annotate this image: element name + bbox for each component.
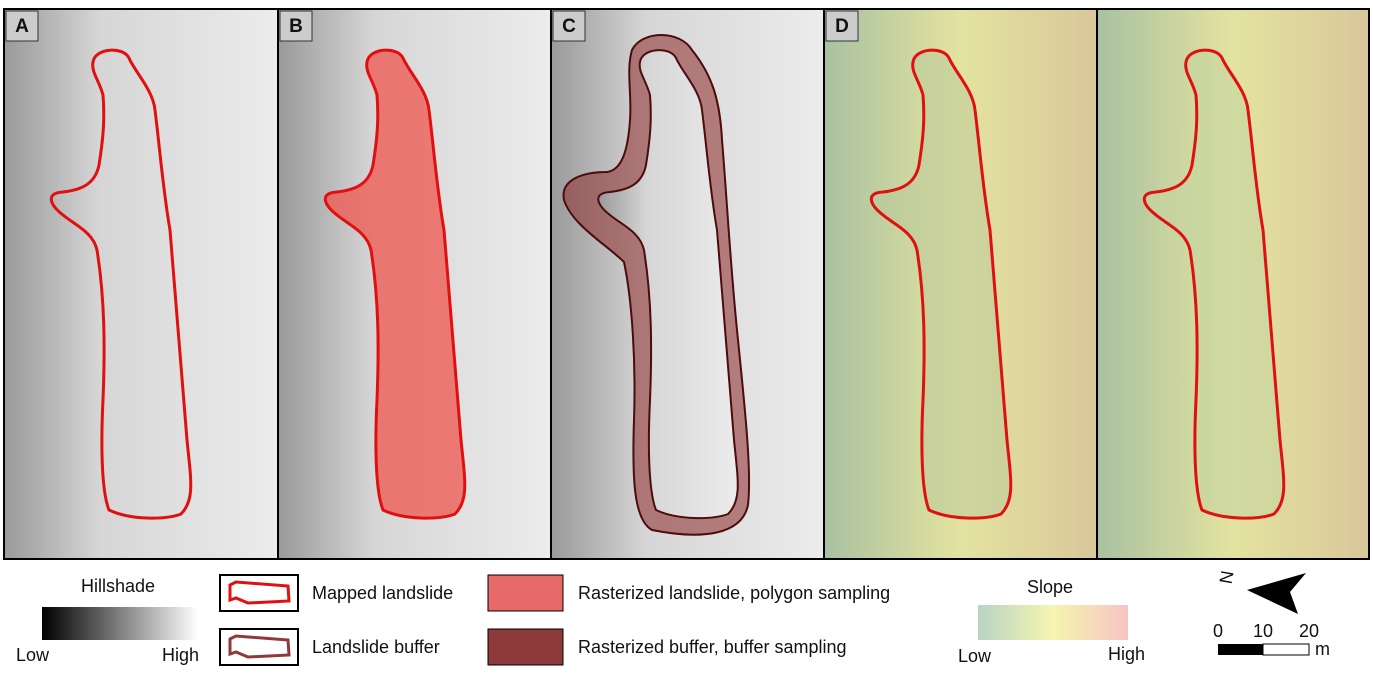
- north-label: N: [1215, 569, 1237, 585]
- legend-title: Slope: [1027, 577, 1073, 597]
- legend-low: Low: [958, 646, 992, 666]
- panel-c: C: [552, 10, 823, 558]
- scale-unit: m: [1315, 639, 1330, 659]
- scale-bar: [1263, 644, 1309, 655]
- legend-text: Mapped landslide: [312, 583, 453, 603]
- panel-label: D: [835, 16, 849, 37]
- legend-text: Rasterized buffer, buffer sampling: [578, 637, 847, 657]
- legend-swatch: [488, 629, 563, 665]
- legend: Hillshade Low High Mapped landslide Land…: [16, 569, 1330, 666]
- hillshade-ramp: [42, 607, 198, 640]
- legend-text: Rasterized landslide, polygon sampling: [578, 583, 890, 603]
- slope-ramp: [978, 605, 1128, 640]
- panel-a: A: [5, 10, 277, 558]
- panel-label: C: [562, 16, 576, 37]
- panel-label: B: [289, 16, 303, 37]
- legend-swatch: [220, 575, 298, 611]
- north-arrow: [1247, 573, 1306, 614]
- legend-swatch: [220, 629, 298, 665]
- legend-low: Low: [16, 645, 50, 665]
- legend-title: Hillshade: [81, 576, 155, 596]
- hillshade-image: [5, 10, 277, 558]
- panel-label: A: [15, 16, 29, 37]
- scale-bar: [1218, 644, 1263, 655]
- legend-text: Landslide buffer: [312, 637, 440, 657]
- legend-high: High: [1108, 644, 1145, 664]
- legend-swatch: [488, 575, 563, 611]
- panel-b: B: [279, 10, 550, 558]
- figure: A B C D Hillshade Low High Mapped landsl…: [0, 0, 1373, 673]
- legend-high: High: [162, 645, 199, 665]
- scale-tick: 0: [1213, 621, 1223, 641]
- scale-tick: 10: [1253, 621, 1273, 641]
- scale-tick: 20: [1299, 621, 1319, 641]
